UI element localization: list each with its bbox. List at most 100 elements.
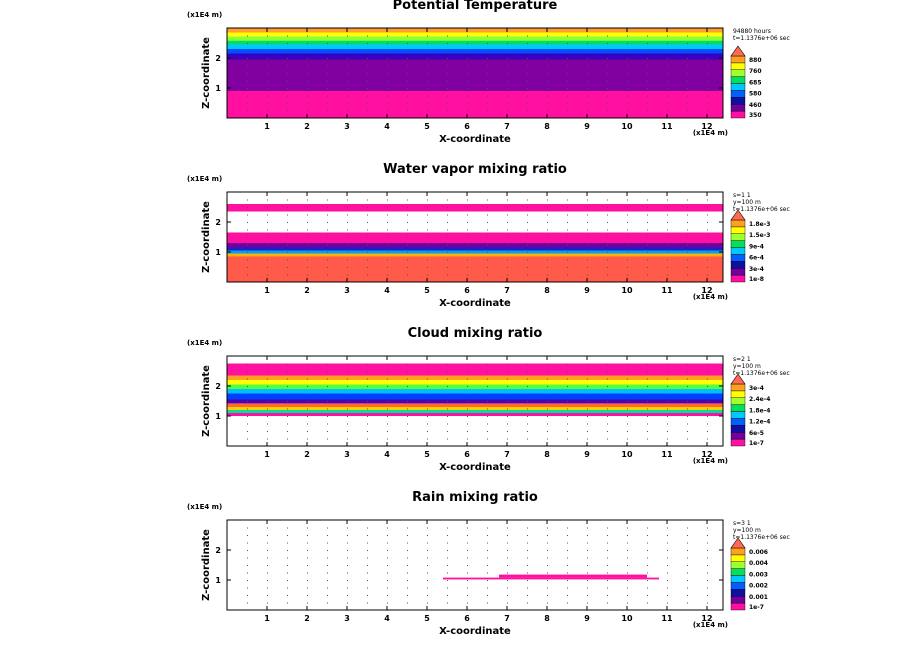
grid-dot [667,423,668,425]
grid-dot [307,602,308,604]
grid-dot [527,602,528,604]
grid-dot [287,595,288,596]
grid-dot [607,527,608,529]
grid-dot [287,565,288,566]
grid-dot [367,103,368,104]
grid-dot [287,557,288,559]
contour-band [227,204,723,212]
grid-dot [247,572,248,574]
grid-dot [627,587,628,589]
grid-dot [367,65,368,67]
grid-dot [347,378,348,380]
grid-dot [527,110,528,112]
grid-dot [247,35,248,37]
grid-dot [667,542,668,544]
grid-dot [467,214,468,216]
grid-dot [507,401,508,402]
contour-band [227,375,723,380]
grid-dot [547,214,548,216]
grid-dot [287,371,288,372]
grid-dot [627,602,628,604]
grid-dot [587,244,588,246]
grid-dot [367,565,368,566]
grid-dot [327,438,328,440]
grid-dot [307,378,308,380]
grid-dot [267,58,268,59]
grid-dot [247,229,248,231]
grid-dot [427,214,428,216]
grid-dot [567,222,568,223]
grid-dot [607,565,608,566]
grid-dot [367,401,368,402]
grid-dot [347,103,348,104]
colorbar-label: 0.003 [749,571,768,578]
grid-dot [527,371,528,372]
grid-dot [567,416,568,417]
grid-dot [307,88,308,89]
grid-dot [627,229,628,231]
grid-dot [567,393,568,395]
contour-band [227,410,723,413]
grid-dot [547,363,548,365]
grid-dot [407,274,408,276]
grid-dot [547,50,548,52]
grid-dot [587,199,588,201]
grid-dot [307,43,308,44]
grid-dot [527,565,528,566]
grid-dot [407,527,408,529]
grid-dot [687,378,688,380]
grid-dot [267,431,268,432]
grid-dot [287,274,288,276]
x-unit-label: (x1E4 m) [693,621,728,629]
grid-dot [567,237,568,238]
grid-dot [667,557,668,559]
grid-dot [647,565,648,566]
colorbar-label: 1.5e-3 [749,232,770,239]
grid-dot [667,580,668,581]
grid-dot [427,386,428,387]
grid-dot [707,244,708,246]
grid-dot [527,80,528,82]
grid-dot [467,103,468,104]
contour-band [227,393,723,400]
grid-dot [507,580,508,581]
x-tick-label: 1 [264,614,270,623]
grid-dot [627,35,628,37]
grid-dot [287,95,288,97]
grid-dot [587,65,588,67]
grid-dot [407,73,408,74]
grid-dot [507,565,508,566]
grid-dot [647,602,648,604]
grid-dot [627,438,628,440]
grid-dot [487,252,488,253]
grid-dot [547,386,548,387]
grid-dot [407,565,408,566]
grid-dot [267,252,268,253]
grid-dot [327,95,328,97]
grid-dot [367,88,368,89]
grid-dot [447,80,448,82]
grid-dot [247,408,248,410]
colorbar-label: 580 [749,91,762,98]
grid-dot [667,214,668,216]
grid-dot [267,565,268,566]
grid-dot [287,35,288,37]
grid-dot [467,378,468,380]
grid-dot [507,527,508,529]
grid-dot [687,244,688,246]
grid-dot [367,431,368,432]
grid-dot [427,408,428,410]
colorbar-label: 1e-7 [749,440,764,447]
grid-dot [427,80,428,82]
grid-dot [407,267,408,268]
grid-dot [567,50,568,52]
grid-dot [327,587,328,589]
grid-dot [647,386,648,387]
grid-dot [267,88,268,89]
grid-dot [687,595,688,596]
grid-dot [567,363,568,365]
grid-dot [347,229,348,231]
grid-dot [247,542,248,544]
grid-dot [627,222,628,223]
grid-dot [687,565,688,566]
